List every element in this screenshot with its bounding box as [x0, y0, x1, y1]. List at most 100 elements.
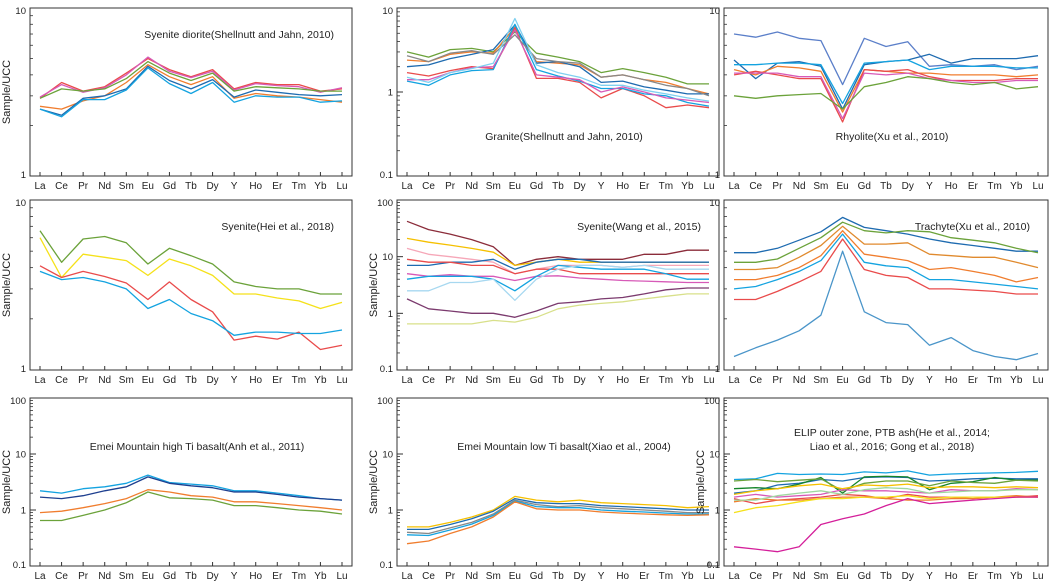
y-axis-label: Sample/UCC: [1, 450, 13, 514]
panel-granite: 0.1 1 10 La Ce Pr Nd Sm Eu Gd Tb Dy Y Ho Er Tm Yb Lu Grani…: [380, 6, 720, 192]
y-tick-label: 1: [388, 309, 393, 320]
series-line: [406, 23, 710, 107]
x-tick-label: Sm: [119, 375, 134, 386]
series-line: [733, 233, 1039, 290]
series-line: [733, 470, 1039, 481]
x-tick-label: Nd: [793, 181, 806, 192]
panel-title: Emei Mountain low Ti basalt(Xiao et al.,…: [457, 441, 671, 453]
x-tick-label: Er: [639, 375, 650, 386]
x-tick-label: Dy: [573, 181, 585, 192]
series-line: [406, 220, 709, 267]
series-line: [39, 270, 343, 336]
x-tick-label: Eu: [142, 571, 154, 581]
x-tick-label: Eu: [142, 375, 154, 386]
x-tick-label: Dy: [206, 375, 218, 386]
x-tick-label: Eu: [836, 571, 848, 581]
x-tick-label: Y: [926, 571, 933, 581]
x-tick-label: Nd: [465, 181, 478, 192]
x-tick-label: Lu: [1032, 181, 1043, 192]
x-tick-label: Pr: [78, 571, 89, 581]
x-tick-label: Lu: [336, 181, 347, 192]
series-line: [406, 500, 709, 537]
y-tick-label: 100: [377, 198, 393, 209]
x-tick-label: Ho: [249, 375, 262, 386]
x-tick-label: La: [34, 181, 46, 192]
y-axis-label: Sample/UCC: [695, 450, 707, 514]
series-line: [734, 230, 1039, 283]
x-tick-label: Y: [926, 375, 933, 386]
series-line: [733, 31, 1039, 86]
x-tick-label: Nd: [98, 571, 111, 581]
x-tick-label: Tm: [987, 571, 1001, 581]
x-tick-label: La: [34, 375, 46, 386]
x-tick-label: Sm: [119, 571, 134, 581]
x-tick-label: Ho: [945, 181, 958, 192]
series-line: [733, 478, 1039, 492]
x-tick-label: Nd: [98, 375, 111, 386]
series-line: [39, 60, 342, 99]
series-line: [406, 34, 710, 97]
x-tick-label: Pr: [772, 181, 783, 192]
series-line: [406, 31, 709, 85]
y-tick-label: 10: [382, 252, 393, 263]
x-tick-label: Lu: [703, 375, 714, 386]
series-line: [406, 237, 709, 267]
x-tick-label: La: [401, 181, 413, 192]
series-line: [407, 264, 709, 301]
x-tick-label: Gd: [530, 571, 543, 581]
y-tick-label: 10: [382, 6, 393, 17]
x-tick-label: Eu: [509, 571, 521, 581]
x-tick-label: Ce: [749, 375, 762, 386]
series-line: [733, 250, 1039, 361]
x-tick-label: Yb: [314, 571, 327, 581]
x-tick-label: Ho: [249, 571, 262, 581]
x-tick-label: Y: [926, 181, 933, 192]
y-tick-label: 100: [377, 396, 393, 407]
x-tick-label: Tm: [987, 375, 1001, 386]
y-tick-label: 1: [715, 170, 720, 181]
x-tick-label: La: [728, 181, 740, 192]
y-tick-label: 10: [15, 198, 26, 209]
y-tick-label: 10: [709, 6, 720, 17]
x-tick-label: Nd: [793, 571, 806, 581]
x-tick-label: Y: [231, 571, 238, 581]
series-line: [406, 501, 710, 545]
x-tick-label: Gd: [163, 181, 176, 192]
x-tick-label: Sm: [813, 375, 828, 386]
y-tick-label: 10: [15, 450, 26, 461]
x-tick-label: Ho: [249, 181, 262, 192]
y-tick-label: 10: [15, 6, 26, 17]
x-tick-label: Tm: [292, 181, 306, 192]
series-line: [406, 264, 709, 292]
panel-title: ELIP outer zone, PTB ash(He et al., 2014…: [794, 427, 990, 439]
x-tick-label: Yb: [1010, 375, 1023, 386]
series-line: [734, 238, 1038, 301]
x-tick-label: Tb: [552, 571, 564, 581]
x-tick-label: Eu: [509, 181, 521, 192]
y-tick-label: 0.1: [380, 170, 393, 181]
series-line: [733, 483, 1039, 496]
series-line: [734, 59, 1038, 105]
series-line: [406, 27, 710, 109]
x-tick-label: Ho: [945, 375, 958, 386]
series-line: [407, 497, 709, 531]
y-tick-label: 10: [709, 450, 720, 461]
x-tick-label: Tm: [292, 375, 306, 386]
y-tick-label: 1: [21, 506, 26, 517]
x-tick-label: Tm: [659, 181, 673, 192]
panel-title: Rhyolite(Xu et al., 2010): [836, 131, 949, 143]
x-tick-label: Nd: [98, 181, 111, 192]
x-tick-label: Lu: [1032, 375, 1043, 386]
y-tick-label: 1: [388, 88, 393, 99]
panel-low-ti-basalt: 0.1 1 10 100 La Ce Pr Nd Sm Eu Gd Tb Dy Y Ho Er Tm Yb Lu Sa…: [368, 396, 720, 581]
x-tick-label: Yb: [314, 375, 327, 386]
x-tick-label: La: [401, 375, 413, 386]
x-tick-label: Ce: [422, 181, 435, 192]
x-tick-label: Ce: [422, 571, 435, 581]
x-tick-label: Eu: [836, 375, 848, 386]
x-tick-label: Y: [598, 571, 605, 581]
x-tick-label: Dy: [206, 181, 218, 192]
plot-frame: [29, 397, 353, 567]
series-line: [734, 221, 1039, 263]
